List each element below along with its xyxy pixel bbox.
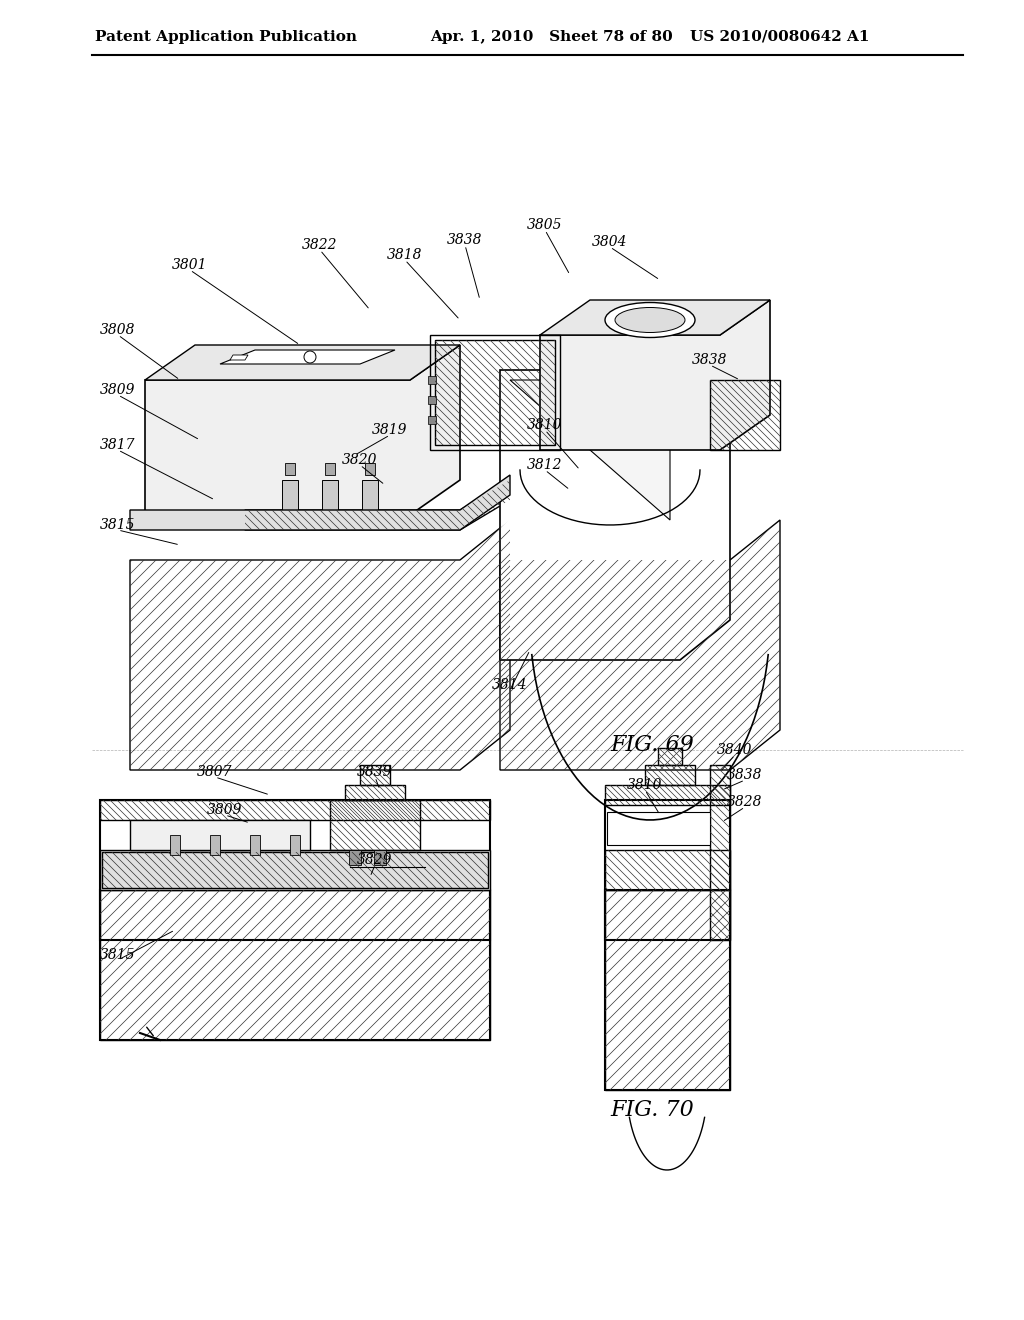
Bar bbox=[349, 850, 361, 865]
Text: 3838: 3838 bbox=[447, 234, 482, 247]
Text: 3818: 3818 bbox=[387, 248, 423, 261]
Text: US 2010/0080642 A1: US 2010/0080642 A1 bbox=[690, 30, 869, 44]
Text: 3828: 3828 bbox=[727, 795, 763, 809]
Text: 3838: 3838 bbox=[727, 768, 763, 781]
Text: FIG. 69: FIG. 69 bbox=[610, 734, 693, 756]
Bar bbox=[428, 416, 436, 424]
Text: 3814: 3814 bbox=[493, 678, 527, 692]
Polygon shape bbox=[540, 300, 770, 450]
Text: Apr. 1, 2010   Sheet 78 of 80: Apr. 1, 2010 Sheet 78 of 80 bbox=[430, 30, 673, 44]
Bar bbox=[282, 480, 298, 520]
Bar bbox=[365, 463, 375, 475]
Bar bbox=[100, 890, 490, 1040]
Text: 3805: 3805 bbox=[527, 218, 563, 232]
Text: 3817: 3817 bbox=[100, 438, 136, 451]
Polygon shape bbox=[540, 300, 770, 335]
Bar bbox=[290, 836, 300, 855]
Polygon shape bbox=[220, 350, 395, 364]
Bar bbox=[322, 480, 338, 520]
Bar bbox=[428, 396, 436, 404]
Text: 3810: 3810 bbox=[628, 777, 663, 792]
Text: 3819: 3819 bbox=[373, 422, 408, 437]
Text: 3815: 3815 bbox=[100, 517, 136, 532]
Text: 3829: 3829 bbox=[357, 853, 393, 867]
Polygon shape bbox=[607, 812, 710, 845]
Text: 3815: 3815 bbox=[100, 948, 136, 962]
Polygon shape bbox=[500, 330, 730, 660]
Text: FIG. 70: FIG. 70 bbox=[610, 1100, 693, 1121]
Bar bbox=[428, 376, 436, 384]
Text: 3820: 3820 bbox=[342, 453, 378, 467]
Ellipse shape bbox=[605, 302, 695, 338]
Polygon shape bbox=[230, 355, 248, 360]
Bar bbox=[250, 836, 260, 855]
Text: 3809: 3809 bbox=[207, 803, 243, 817]
Text: 3840: 3840 bbox=[717, 743, 753, 756]
Text: 3810: 3810 bbox=[527, 418, 563, 432]
Bar bbox=[285, 463, 295, 475]
Polygon shape bbox=[100, 800, 490, 940]
Polygon shape bbox=[100, 850, 490, 890]
Text: 3838: 3838 bbox=[692, 352, 728, 367]
Text: Patent Application Publication: Patent Application Publication bbox=[95, 30, 357, 44]
Text: 3807: 3807 bbox=[198, 766, 232, 779]
Text: 3808: 3808 bbox=[100, 323, 136, 337]
Polygon shape bbox=[145, 345, 460, 380]
Bar bbox=[170, 836, 180, 855]
Text: 3839: 3839 bbox=[357, 766, 393, 779]
Polygon shape bbox=[130, 820, 310, 850]
Text: 3804: 3804 bbox=[592, 235, 628, 249]
Text: 3801: 3801 bbox=[172, 257, 208, 272]
Text: 3812: 3812 bbox=[527, 458, 563, 473]
Bar bbox=[605, 890, 730, 1090]
Text: 3822: 3822 bbox=[302, 238, 338, 252]
Polygon shape bbox=[145, 345, 460, 515]
Polygon shape bbox=[130, 475, 510, 531]
Bar bbox=[374, 850, 386, 865]
Polygon shape bbox=[510, 350, 670, 520]
Text: 3809: 3809 bbox=[100, 383, 136, 397]
Polygon shape bbox=[605, 800, 730, 940]
Ellipse shape bbox=[615, 308, 685, 333]
Bar bbox=[362, 480, 378, 520]
Bar bbox=[210, 836, 220, 855]
Bar bbox=[325, 463, 335, 475]
